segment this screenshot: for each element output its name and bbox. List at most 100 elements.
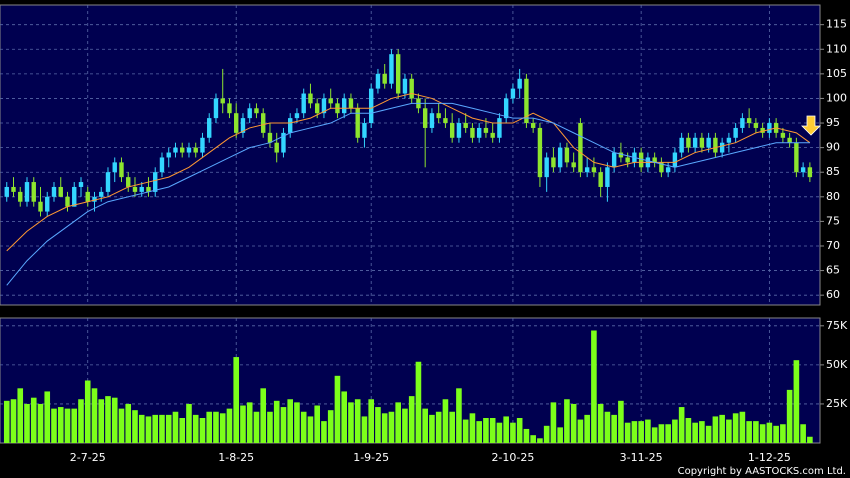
price-panel [0, 4, 821, 306]
volume-bar [557, 427, 563, 443]
candle-body [126, 177, 131, 187]
volume-bar [280, 407, 287, 443]
y-tick-label: 85 [826, 165, 840, 178]
volume-bar [523, 428, 530, 443]
candle-body [240, 118, 246, 133]
candle-body [422, 108, 428, 128]
volume-bar [240, 405, 246, 443]
candle-body [207, 118, 212, 138]
candle-body [584, 167, 590, 173]
candle-body [341, 98, 347, 114]
x-tick-label: 2-10-25 [491, 451, 534, 464]
candle-body [578, 123, 583, 173]
volume-bar [604, 411, 611, 443]
volume-bar [246, 402, 253, 443]
volume-bar [118, 408, 125, 443]
volume-bar [800, 424, 806, 443]
volume-bar [111, 397, 118, 443]
candle-body [800, 167, 806, 173]
candle-body [173, 147, 178, 153]
candle-body [517, 78, 522, 89]
volume-bar [564, 399, 570, 443]
volume-bar [456, 388, 462, 443]
candle-body [132, 186, 138, 192]
volume-bar [739, 411, 746, 443]
volume-bar [226, 408, 233, 443]
candle-body [382, 73, 387, 84]
volume-bar [273, 400, 280, 443]
volume-bar [537, 438, 543, 443]
y-tick-label: 115 [826, 18, 847, 31]
candle-body [186, 147, 192, 153]
volume-bar [192, 414, 199, 443]
volume-bar [375, 407, 381, 443]
volume-bar [213, 411, 219, 443]
y-tick-label: 75 [826, 214, 840, 227]
volume-bar [260, 388, 267, 443]
x-tick-label: 2-7-25 [70, 451, 106, 464]
volume-bar [395, 402, 401, 443]
volume-bar [651, 427, 658, 443]
y-tick-label: 70 [826, 239, 840, 252]
candle-body [449, 123, 455, 138]
candle-body [65, 196, 70, 207]
candle-body [625, 157, 630, 163]
volume-bar [442, 399, 449, 443]
y-tick-label: 75K [826, 319, 848, 332]
volume-bar [766, 422, 773, 443]
candle-body [288, 118, 293, 133]
candle-body [490, 132, 495, 138]
volume-bar [368, 399, 374, 443]
candle-body [638, 152, 644, 168]
volume-bar [780, 424, 786, 443]
volume-bar [476, 421, 482, 443]
candle-body [429, 113, 435, 128]
candle-body [11, 186, 16, 192]
volume-bar [496, 422, 503, 443]
candle-body [166, 152, 171, 158]
y-tick-label: 110 [826, 42, 847, 55]
x-tick-label: 1-12-25 [748, 451, 791, 464]
candle-body [200, 137, 205, 153]
candle-body [530, 123, 536, 128]
candle-body [78, 182, 84, 187]
candle-body [787, 137, 792, 143]
volume-bar [10, 399, 17, 443]
volume-bar [78, 399, 84, 443]
volume-bar [179, 418, 186, 443]
moving-average-line [6, 93, 811, 252]
candle-body [706, 137, 711, 148]
candle-body [180, 147, 185, 153]
y-tick-label: 50K [826, 358, 848, 371]
volume-bar [294, 402, 300, 443]
candle-body [51, 186, 57, 197]
candle-body [699, 137, 705, 148]
candle-body [510, 88, 516, 99]
volume-bar [17, 388, 24, 443]
volume-bar [334, 375, 341, 443]
candle-body [294, 113, 300, 119]
candle-body [470, 127, 475, 138]
candle-body [692, 137, 698, 148]
candle-body [139, 186, 144, 192]
candle-body [375, 73, 381, 89]
volume-bar [672, 419, 678, 443]
arrow-marker [801, 115, 821, 136]
volume-bar [705, 425, 712, 443]
candle-body [112, 162, 117, 173]
volume-bar [24, 403, 30, 443]
y-tick-label: 25K [826, 397, 848, 410]
volume-bar [327, 410, 334, 443]
candle-body [45, 196, 50, 212]
volume-bar [138, 414, 145, 443]
volume-bar [233, 357, 240, 443]
volume-bar [773, 425, 779, 443]
volume-bar [503, 416, 509, 443]
candle-body [551, 157, 556, 168]
volume-bar [597, 403, 604, 443]
candle-body [261, 113, 266, 133]
candle-body [267, 132, 273, 143]
volume-bar [719, 414, 725, 443]
candle-body [456, 123, 462, 138]
volume-bar [793, 360, 800, 443]
